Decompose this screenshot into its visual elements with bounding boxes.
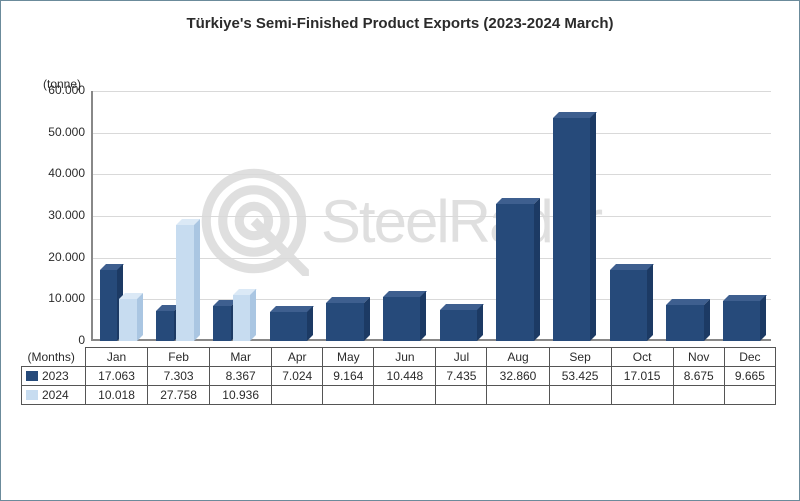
bar: [119, 299, 137, 341]
bar: [496, 204, 534, 341]
value-cell-2024: [374, 386, 436, 405]
month-cell: Apr: [272, 348, 323, 367]
y-tick-label: 60.000: [41, 83, 85, 97]
value-cell-2024: [323, 386, 374, 405]
series-label-2024: 2024: [42, 388, 69, 402]
table-row-2023: 2023 17.0637.3038.3677.0249.16410.4487.4…: [22, 367, 776, 386]
value-cell-2024: [611, 386, 673, 405]
month-cell: Dec: [724, 348, 775, 367]
bar: [213, 306, 231, 341]
bar: [326, 303, 364, 341]
bar-group: [383, 91, 423, 341]
month-cell: Feb: [148, 348, 210, 367]
bar: [233, 295, 251, 341]
value-cell-2024: [436, 386, 487, 405]
value-cell-2024: [724, 386, 775, 405]
value-cell-2023: 9.164: [323, 367, 374, 386]
value-cell-2023: 17.015: [611, 367, 673, 386]
bar-group: [326, 91, 366, 341]
value-cell-2023: 7.435: [436, 367, 487, 386]
value-cell-2024: 10.018: [86, 386, 148, 405]
value-cell-2023: 8.675: [673, 367, 724, 386]
table-row-months: (Months) JanFebMarAprMayJunJulAugSepOctN…: [22, 348, 776, 367]
bar-group: [496, 91, 536, 341]
bar-group: [156, 91, 196, 341]
chart-frame: Türkiye's Semi-Finished Product Exports …: [0, 0, 800, 501]
bar: [553, 118, 591, 341]
value-cell-2023: 9.665: [724, 367, 775, 386]
bar-group: [213, 91, 253, 341]
bar: [383, 297, 421, 341]
y-tick-label: 30.000: [41, 208, 85, 222]
bar: [100, 270, 118, 341]
row-header-months: (Months): [22, 348, 86, 367]
y-tick-label: 50.000: [41, 125, 85, 139]
month-cell: Jun: [374, 348, 436, 367]
bar-group: [270, 91, 310, 341]
bar: [156, 311, 174, 341]
month-cell: Aug: [487, 348, 549, 367]
bar-group: [440, 91, 480, 341]
bar-group: [610, 91, 650, 341]
month-cell: Oct: [611, 348, 673, 367]
bar: [440, 310, 478, 341]
bar-group: [723, 91, 763, 341]
value-cell-2024: [673, 386, 724, 405]
y-tick-label: 10.000: [41, 291, 85, 305]
y-tick-label: 20.000: [41, 250, 85, 264]
value-cell-2024: [549, 386, 611, 405]
swatch-2024: [26, 390, 38, 400]
bar-group: [100, 91, 140, 341]
month-cell: Mar: [210, 348, 272, 367]
value-cell-2024: 27.758: [148, 386, 210, 405]
bar: [176, 225, 194, 341]
y-tick-label: 40.000: [41, 166, 85, 180]
legend-2023: 2023: [22, 367, 86, 386]
month-cell: Jan: [86, 348, 148, 367]
bar: [723, 301, 761, 341]
month-cell: Nov: [673, 348, 724, 367]
value-cell-2024: [272, 386, 323, 405]
table-row-2024: 2024 10.01827.75810.936: [22, 386, 776, 405]
month-cell: Sep: [549, 348, 611, 367]
value-cell-2023: 32.860: [487, 367, 549, 386]
value-cell-2024: [487, 386, 549, 405]
bars-layer: [91, 91, 771, 341]
value-cell-2024: 10.936: [210, 386, 272, 405]
legend-2024: 2024: [22, 386, 86, 405]
value-cell-2023: 53.425: [549, 367, 611, 386]
plot-area: [91, 91, 771, 341]
value-cell-2023: 10.448: [374, 367, 436, 386]
value-cell-2023: 7.303: [148, 367, 210, 386]
value-cell-2023: 17.063: [86, 367, 148, 386]
bar-group: [553, 91, 593, 341]
bar: [666, 305, 704, 341]
month-cell: Jul: [436, 348, 487, 367]
month-cell: May: [323, 348, 374, 367]
bar: [270, 312, 308, 341]
series-label-2023: 2023: [42, 369, 69, 383]
y-tick-label: 0: [41, 333, 85, 347]
chart-title: Türkiye's Semi-Finished Product Exports …: [1, 15, 799, 32]
value-cell-2023: 8.367: [210, 367, 272, 386]
swatch-2023: [26, 371, 38, 381]
bar: [610, 270, 648, 341]
data-table: (Months) JanFebMarAprMayJunJulAugSepOctN…: [21, 347, 776, 405]
bar-group: [666, 91, 706, 341]
value-cell-2023: 7.024: [272, 367, 323, 386]
